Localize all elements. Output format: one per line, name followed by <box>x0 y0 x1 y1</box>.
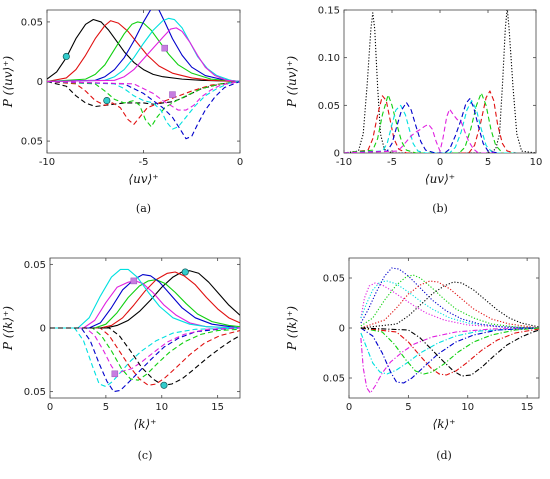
series-line-8 <box>50 327 240 393</box>
series-line-1 <box>344 10 536 153</box>
y-tick-label: 0.05 <box>21 17 43 28</box>
y-tick-label: 0 <box>37 77 43 88</box>
series-line-8 <box>47 80 240 125</box>
series-line-6 <box>360 281 539 329</box>
series-line-9 <box>50 327 240 375</box>
y-tick-label: 0.05 <box>323 374 345 385</box>
series-line-3 <box>344 92 517 153</box>
series-line-9 <box>360 327 539 384</box>
series-line-2 <box>47 20 240 83</box>
series-line-6 <box>344 108 498 153</box>
x-axis-label: ⟨k⟩⁺ <box>134 417 157 431</box>
x-tick-label: -10 <box>39 157 55 168</box>
series-line-4 <box>47 10 240 83</box>
series-line-10 <box>360 327 539 375</box>
square-marker <box>161 44 168 52</box>
series-line-11 <box>360 327 539 376</box>
y-tick-label: 0.05 <box>318 101 340 112</box>
series-line-7 <box>360 327 539 394</box>
y-axis-label: P (⟨uv⟩⁺) <box>1 55 15 108</box>
plot-frame <box>348 257 540 399</box>
y-axis-label: P (⟨k⟩⁺) <box>285 306 299 352</box>
series-line-10 <box>50 327 240 381</box>
square-marker <box>169 91 176 98</box>
x-tick-label: 0 <box>47 402 53 413</box>
series-line-2 <box>344 90 517 153</box>
x-tick-label: 10 <box>155 402 168 413</box>
x-tick-label: 10 <box>461 402 474 413</box>
chart-panel-b: -10 -5 0 5 10 0 0.05 0.10 0.15 ⟨uv⟩⁺ P (⟨uv⟩⁺) (b) <box>285 6 542 216</box>
plot-area <box>360 267 539 394</box>
plot-area <box>344 10 536 153</box>
x-tick-label: -10 <box>336 157 352 168</box>
square-marker <box>111 370 119 378</box>
series-line-12 <box>360 327 539 377</box>
y-axis-label: P (⟨k⟩⁺) <box>1 306 15 352</box>
circle-marker <box>160 381 168 389</box>
x-tick-label: 5 <box>103 402 109 413</box>
series-line-3 <box>47 21 240 83</box>
series-line-5 <box>360 280 539 329</box>
series-line-11 <box>50 327 240 386</box>
x-axis-label: ⟨uv⟩⁺ <box>425 172 455 186</box>
square-marker <box>130 277 138 285</box>
x-tick-label: 15 <box>521 402 534 413</box>
plot-frame <box>343 9 537 154</box>
series-line-6 <box>47 27 240 83</box>
x-tick-label: -5 <box>387 157 397 168</box>
series-line-11 <box>47 80 240 140</box>
series-line-4 <box>360 274 539 329</box>
series-line-6 <box>50 268 240 329</box>
plot-area <box>50 268 240 393</box>
series-line-5 <box>50 280 240 329</box>
x-tick-label: 5 <box>485 157 491 168</box>
circle-marker <box>103 97 111 105</box>
y-tick-label: 0.05 <box>21 137 43 148</box>
y-tick-label: 0.05 <box>24 260 46 271</box>
series-line-10 <box>47 80 240 130</box>
x-tick-label: -5 <box>139 157 149 168</box>
chart-panel-d: 0 5 10 15 0.05 0 0.05 ⟨k⟩⁺ P (⟨k⟩⁺) (d) <box>285 257 540 462</box>
y-tick-label: 0 <box>334 149 340 160</box>
x-tick-label: 10 <box>530 157 543 168</box>
series-line-7 <box>50 327 240 388</box>
plot-area <box>47 10 240 140</box>
subfigure-caption: (b) <box>432 202 448 215</box>
series-line-1 <box>360 282 539 329</box>
y-tick-label: 0 <box>40 324 46 335</box>
series-line-12 <box>50 327 240 386</box>
y-tick-label: 0 <box>339 324 345 335</box>
series-line-4 <box>344 100 517 153</box>
series-line-5 <box>47 17 240 83</box>
series-line-2 <box>50 271 240 329</box>
y-axis-label: P (⟨uv⟩⁺) <box>285 55 299 108</box>
series-line-12 <box>47 80 240 111</box>
y-tick-label: 0.05 <box>323 274 345 285</box>
series-line-4 <box>50 274 240 329</box>
subfigure-caption: (a) <box>136 202 151 215</box>
x-axis-label: ⟨k⟩⁺ <box>433 417 456 431</box>
circle-marker <box>62 52 70 61</box>
x-tick-label: 5 <box>405 402 411 413</box>
x-tick-label: 0 <box>346 402 352 413</box>
subfigure-caption: (c) <box>138 449 153 462</box>
series-line-7 <box>47 80 240 108</box>
x-axis-label: ⟨uv⟩⁺ <box>128 172 158 186</box>
y-tick-label: 0.15 <box>318 6 340 17</box>
x-tick-label: 0 <box>437 157 443 168</box>
x-tick-label: 15 <box>211 402 224 413</box>
series-line-1 <box>47 18 240 83</box>
chart-panel-a: -10 -5 0 0.05 0 0.05 ⟨uv⟩⁺ P (⟨uv⟩⁺) (a) <box>1 9 243 215</box>
subfigure-caption: (d) <box>436 449 452 462</box>
y-tick-label: 0.10 <box>318 53 340 64</box>
y-tick-label: 0.05 <box>24 387 46 398</box>
series-line-3 <box>360 267 539 329</box>
series-line-2 <box>360 280 539 329</box>
circle-marker <box>181 268 189 276</box>
series-line-9 <box>47 80 240 128</box>
series-line-1 <box>50 270 240 329</box>
x-tick-label: 0 <box>237 157 243 168</box>
